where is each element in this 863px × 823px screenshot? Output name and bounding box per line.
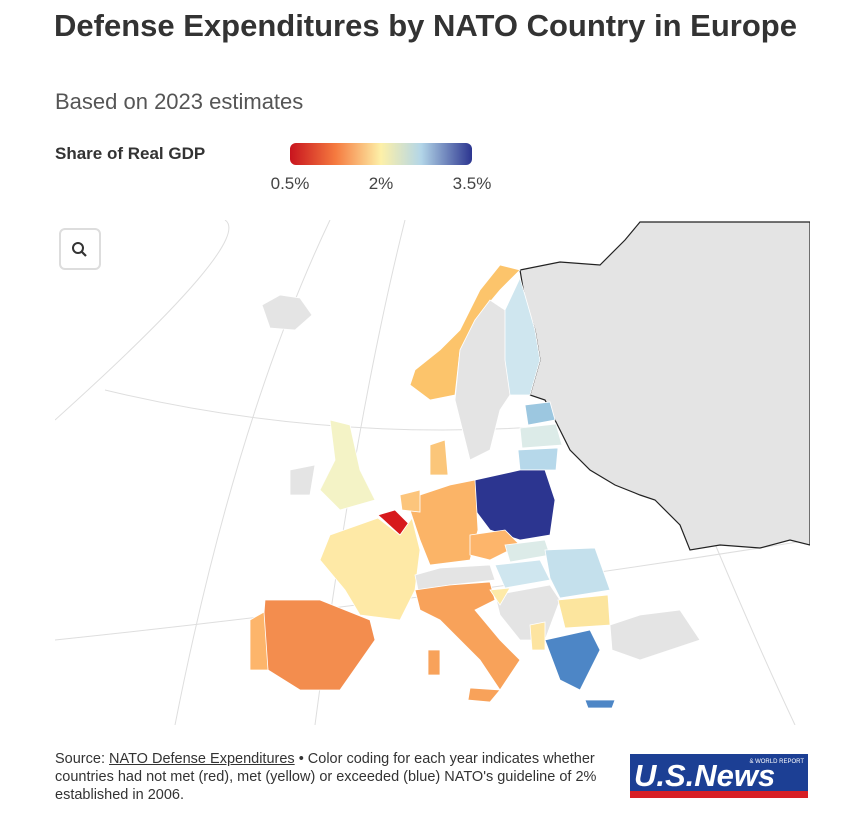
sicily [467, 687, 501, 703]
ireland [289, 464, 316, 496]
albania [529, 621, 546, 651]
map [55, 220, 810, 725]
source-prefix: Source: [55, 751, 105, 767]
search-button[interactable] [59, 228, 101, 270]
italy [414, 581, 521, 691]
logo: U.S.News & WORLD REPORT [630, 754, 808, 798]
lithuania [517, 447, 559, 471]
croatia [489, 587, 511, 606]
source-text: • Color coding for each year indicates w… [55, 751, 597, 803]
norway [409, 264, 521, 401]
germany [409, 479, 479, 566]
legend: 0.5% 2% 3.5% [271, 143, 492, 193]
legend-title: Share of Real GDP [55, 144, 206, 163]
portugal [249, 611, 269, 671]
search-icon [72, 242, 87, 257]
iceland [261, 294, 313, 331]
source-note: Source: NATO Defense Expenditures • Colo… [55, 750, 625, 804]
poland [474, 469, 556, 541]
romania [544, 547, 611, 599]
sardinia [427, 649, 441, 676]
subtitle: Based on 2023 estimates [55, 89, 304, 114]
color-scale [290, 143, 472, 165]
denmark [429, 439, 449, 476]
hungary [494, 559, 551, 589]
finland [504, 276, 541, 396]
logo-subtext: & WORLD REPORT [749, 759, 804, 765]
estonia [524, 401, 556, 426]
russia [519, 221, 810, 551]
netherlands [399, 489, 421, 513]
turkey [609, 609, 701, 661]
title: Defense Expenditures by NATO Country in … [54, 8, 797, 43]
latvia [519, 423, 563, 449]
source-link[interactable]: NATO Defense Expenditures [109, 751, 295, 767]
legend-tick-label: 2% [369, 174, 394, 193]
greece [544, 629, 601, 691]
legend-tick-label: 0.5% [271, 174, 310, 193]
legend-tick-label: 3.5% [453, 174, 492, 193]
uk [319, 419, 376, 511]
crete [584, 699, 616, 709]
spain [261, 599, 376, 691]
czechia [469, 529, 521, 561]
bulgaria [557, 594, 611, 629]
logo-text: U.S.News [634, 758, 775, 793]
france [319, 517, 421, 621]
